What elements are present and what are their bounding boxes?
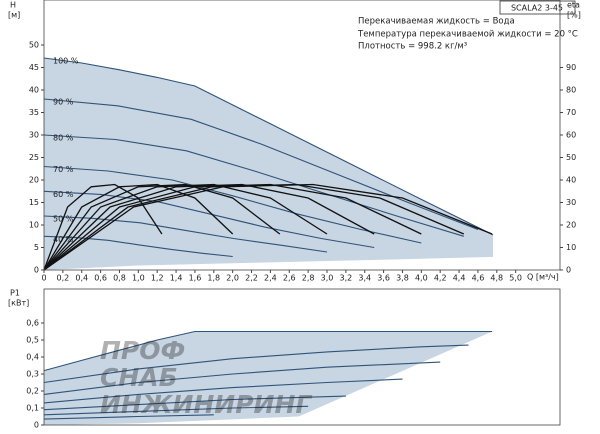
x-tick-label: 1,4: [170, 274, 183, 283]
x-tick-label: 0,4: [75, 274, 88, 283]
watermark: ПРОФ: [100, 336, 185, 365]
efficiency-curve: [43, 183, 493, 271]
x-tick-label: 4,2: [434, 274, 447, 283]
x-tick-label: 3,2: [339, 274, 352, 283]
y-tick-label: 0,4: [26, 353, 39, 362]
curve-label: 80 %: [53, 134, 74, 143]
efficiency-curve: [43, 183, 281, 271]
y-tick-label: 0,3: [26, 370, 39, 379]
y2-tick-label: 70: [566, 108, 576, 117]
y-tick-label: 5: [34, 243, 39, 252]
efficiency-curve: [43, 183, 234, 271]
y2-tick-label: 10: [566, 243, 576, 252]
y-tick-label: 35: [29, 108, 39, 117]
x-tick-label: 4,4: [453, 274, 466, 283]
speed-curve: [43, 378, 403, 404]
speed-curve: [43, 165, 422, 244]
x-tick-label: 3,8: [396, 274, 409, 283]
y2-tick-label: 50: [566, 153, 576, 162]
efficiency-curve: [43, 183, 375, 271]
speed-curve: [43, 235, 233, 258]
speed-curve: [43, 414, 214, 420]
speed-curve: [43, 98, 479, 231]
speed-curve: [43, 215, 328, 253]
speed-curve: [43, 57, 494, 236]
x-tick-label: 3,4: [358, 274, 371, 283]
operating-area: [44, 331, 493, 425]
y-tick-label: 0,2: [26, 387, 39, 396]
y-tick-label: 45: [29, 63, 39, 72]
annotation: Перекачиваемая жидкость = Вода: [358, 17, 515, 27]
y2-tick-label: 40: [566, 176, 576, 185]
y2-tick-label: 20: [566, 221, 576, 230]
x-tick-label: 2,0: [226, 274, 239, 283]
curve-label: 60 %: [53, 190, 74, 199]
y-tick-label: 0: [34, 421, 39, 430]
y-tick-label: 0: [34, 266, 39, 275]
x-tick-label: 1,6: [189, 274, 202, 283]
operating-area: [44, 58, 493, 270]
x-tick-label: 4,8: [490, 274, 503, 283]
y2-axis-label: eta: [567, 1, 580, 10]
y-tick-label: 10: [29, 221, 39, 230]
speed-curve: [43, 190, 375, 249]
x-tick-label: 0,2: [56, 274, 69, 283]
y-axis-label: H: [10, 1, 16, 10]
x-tick-label: 2,6: [283, 274, 296, 283]
x-tick-label: 2,4: [264, 274, 277, 283]
chart-title: SCALA2 3-45: [511, 4, 563, 13]
y-tick-label: 0,5: [26, 336, 39, 345]
y-tick-label: 40: [29, 86, 39, 95]
x-tick-label: 3,0: [321, 274, 334, 283]
watermark: ИНЖИНИРИНГ: [100, 390, 313, 419]
y-tick-label: 0,6: [26, 319, 39, 328]
curve-label: 40 %: [53, 235, 74, 244]
y2-tick-label: 90: [566, 63, 576, 72]
x-tick-label: 3,6: [377, 274, 390, 283]
y2-tick-label: 80: [566, 86, 576, 95]
x-axis-label: Q [м³/ч]: [527, 273, 559, 282]
y-tick-label: 20: [29, 176, 39, 185]
y-tick-label: 0,1: [26, 404, 39, 413]
speed-curve: [43, 330, 493, 372]
x-tick-label: 2,8: [302, 274, 315, 283]
y2-tick-label: 30: [566, 198, 576, 207]
y-tick-label: 30: [29, 131, 39, 140]
y2-axis-unit: [%]: [567, 11, 581, 20]
y-tick-label: 25: [29, 153, 39, 162]
speed-curve: [43, 405, 309, 416]
speed-curve: [43, 134, 464, 237]
x-tick-label: 1,2: [151, 274, 164, 283]
x-tick-label: 5,0: [509, 274, 522, 283]
annotation: Температура перекачиваемой жидкости = 20…: [357, 30, 578, 40]
watermark: СНАБ: [100, 363, 178, 392]
x-tick-label: 1,0: [132, 274, 145, 283]
curve-label: 70 %: [53, 165, 74, 174]
curve-label: 90 %: [53, 98, 74, 107]
speed-curve: [43, 361, 441, 395]
curve-label: 100 %: [53, 57, 79, 66]
efficiency-curve: [43, 183, 328, 271]
plots: 100 %90 %80 %70 %60 %50 %40 %05101520253…: [26, 0, 576, 430]
speed-curve: [43, 344, 469, 384]
speed-curve: [43, 395, 346, 411]
x-tick-label: 0,6: [94, 274, 107, 283]
x-tick-label: 2,2: [245, 274, 258, 283]
y2-tick-label: 0: [566, 266, 571, 275]
x-tick-label: 0: [41, 274, 46, 283]
x-tick-label: 1,8: [207, 274, 220, 283]
title-box: [499, 0, 576, 15]
x-tick-label: 4,6: [472, 274, 485, 283]
y2-tick-label: 60: [566, 131, 576, 140]
y-tick-label: 50: [29, 41, 39, 50]
annotation: Плотность = 998.2 кг/м³: [358, 42, 467, 52]
y-axis-unit: [кВт]: [8, 299, 29, 308]
y-axis-unit: [м]: [8, 11, 20, 20]
y-axis-label: P1: [10, 289, 20, 298]
x-tick-label: 0,8: [113, 274, 126, 283]
x-tick-label: 4,0: [415, 274, 428, 283]
y-tick-label: 15: [29, 198, 39, 207]
